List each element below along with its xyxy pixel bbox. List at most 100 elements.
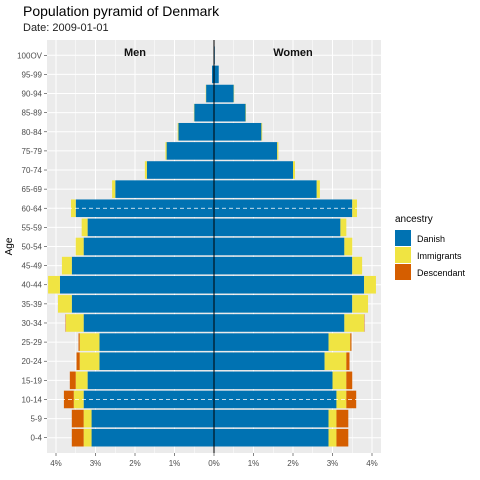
bar-men-danish <box>146 161 214 179</box>
bar-women-immigrants <box>344 237 353 256</box>
bar-women-danish <box>214 122 262 141</box>
bar-men-immigrants <box>75 371 88 390</box>
bar-men-danish <box>206 84 214 103</box>
bar-men-danish <box>71 295 214 313</box>
bar-women-danish <box>214 84 234 103</box>
legend-swatch-descendant <box>395 264 411 280</box>
bar-men-immigrants <box>112 180 116 198</box>
legend-title: ancestry <box>395 214 433 225</box>
x-tick-label: 4% <box>366 459 378 468</box>
bar-women-danish <box>214 237 345 256</box>
group-label-women: Women <box>273 47 313 59</box>
bar-women-danish <box>214 142 278 160</box>
bar-men-immigrants <box>48 275 60 294</box>
bar-women-danish <box>214 275 365 294</box>
bar-women-danish <box>214 256 353 275</box>
x-tick-label: 3% <box>90 459 102 468</box>
y-tick-label: 75-79 <box>22 147 43 156</box>
bar-men-immigrants <box>65 314 84 332</box>
bar-men-descendant <box>76 352 80 371</box>
x-tick-label: 1% <box>169 459 181 468</box>
legend-swatch-danish <box>395 230 411 246</box>
bar-women-immigrants <box>316 180 320 198</box>
bar-women-descendant <box>350 333 352 351</box>
bar-women-descendant <box>336 409 349 428</box>
bar-men-danish <box>212 65 214 84</box>
bar-women-immigrants <box>261 122 263 141</box>
bar-men-danish <box>99 333 214 351</box>
bar-men-danish <box>87 218 214 237</box>
bar-women-immigrants <box>277 142 279 160</box>
bar-women-immigrants <box>364 275 376 294</box>
bar-women-danish <box>214 409 329 428</box>
bar-women-danish <box>214 352 325 371</box>
bar-men-descendant <box>78 333 80 351</box>
bar-men-immigrants <box>83 409 92 428</box>
bar-women-descendant <box>346 371 353 390</box>
x-tick-label: 2% <box>129 459 141 468</box>
bar-women-immigrants <box>352 199 357 218</box>
bar-women-descendant <box>346 352 350 371</box>
legend-swatch-immigrants <box>395 247 411 263</box>
bar-men-immigrants <box>57 295 72 313</box>
bar-women-immigrants <box>352 295 369 313</box>
bar-men-immigrants <box>177 122 179 141</box>
y-tick-label: 45-49 <box>22 262 43 271</box>
bar-men-danish <box>83 237 215 256</box>
bar-men-immigrants <box>144 161 147 179</box>
bar-women-danish <box>214 371 333 390</box>
x-tick-label: 1% <box>248 459 260 468</box>
bar-men-immigrants <box>83 428 92 447</box>
y-tick-label: 80-84 <box>22 128 43 137</box>
bar-women-danish <box>214 103 246 122</box>
bar-women-immigrants <box>328 333 351 351</box>
bar-men-immigrants <box>61 256 72 275</box>
bar-women-immigrants <box>328 409 337 428</box>
bar-women-immigrants <box>324 352 347 371</box>
y-tick-label: 10-14 <box>22 395 43 404</box>
bar-women-danish <box>214 218 341 237</box>
bar-women-descendant <box>336 428 349 447</box>
bar-men-descendant <box>71 409 84 428</box>
y-tick-label: 65-69 <box>22 185 43 194</box>
bar-men-danish <box>91 409 214 428</box>
bar-men-descendant <box>69 371 76 390</box>
y-tick-label: 35-39 <box>22 300 43 309</box>
group-label-men: Men <box>124 47 146 59</box>
bar-women-immigrants <box>340 218 347 237</box>
bar-women-immigrants <box>293 161 295 179</box>
y-tick-label: 90-94 <box>22 90 43 99</box>
y-tick-label: 60-64 <box>22 204 43 213</box>
legend: ancestry Danish Immigrants Descendant <box>395 214 466 280</box>
bar-men-danish <box>91 428 214 447</box>
bar-women-danish <box>214 65 219 84</box>
y-tick-label: 95-99 <box>22 70 43 79</box>
chart-title: Population pyramid of Denmark <box>23 3 220 19</box>
y-axis-title: Age <box>4 237 15 255</box>
bar-men-danish <box>59 275 215 294</box>
legend-label-descendant: Descendant <box>417 268 466 278</box>
y-tick-label: 50-54 <box>22 243 43 252</box>
bar-women-danish <box>214 180 317 198</box>
bar-men-immigrants <box>79 333 100 351</box>
legend-label-danish: Danish <box>417 234 445 244</box>
x-tick-label: 0% <box>208 459 220 468</box>
bar-men-danish <box>194 103 214 122</box>
y-tick-label: 100OV <box>17 51 43 60</box>
bar-men-danish <box>166 142 214 160</box>
bar-women-danish <box>214 390 337 409</box>
bar-men-danish <box>71 256 214 275</box>
bar-men-danish <box>75 199 214 218</box>
y-tick-label: 25-29 <box>22 338 43 347</box>
y-tick-label: 40-44 <box>22 281 43 290</box>
y-tick-label: 5-9 <box>30 415 42 424</box>
bar-men-immigrants <box>79 352 100 371</box>
bar-women-danish <box>214 199 353 218</box>
bar-men-danish <box>99 352 214 371</box>
bar-men-descendant <box>71 428 84 447</box>
legend-label-immigrants: Immigrants <box>417 251 462 261</box>
bar-women-danish <box>214 428 329 447</box>
bar-men-immigrants <box>75 237 84 256</box>
x-tick-label: 2% <box>287 459 299 468</box>
bar-women-danish <box>214 295 353 313</box>
